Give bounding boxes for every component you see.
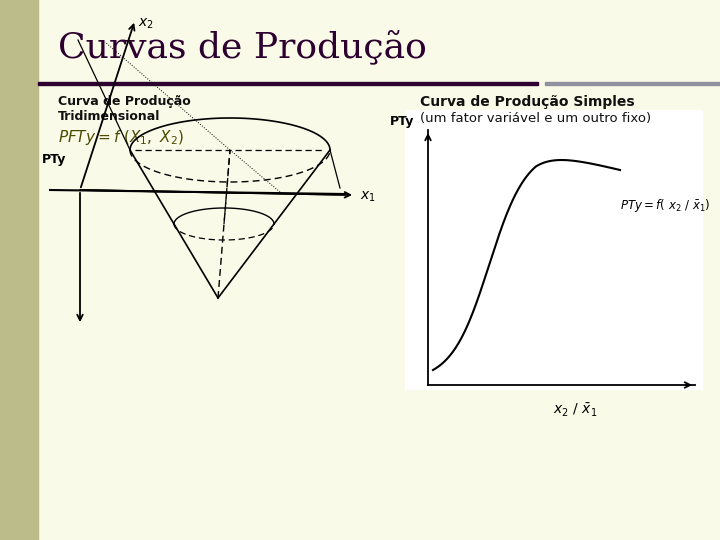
Text: $x_2$: $x_2$ [138,17,154,31]
Text: Tridimensional: Tridimensional [58,110,161,123]
Bar [545,82,720,85]
Text: PTy: PTy [42,153,66,166]
Text: PTy: PTy [390,115,414,128]
Text: Curvas de Produção: Curvas de Produção [58,30,427,65]
Text: $\it{PFTy = f\ (X_1,\ X_2)}$: $\it{PFTy = f\ (X_1,\ X_2)}$ [58,128,184,147]
Text: Curva de Produção: Curva de Produção [58,95,191,108]
Text: Curva de Produção Simples: Curva de Produção Simples [420,95,634,109]
Text: (um fator variável e um outro fixo): (um fator variável e um outro fixo) [420,112,651,125]
Text: $PTy = f(\ x_2\ /\ \bar{x}_1)$: $PTy = f(\ x_2\ /\ \bar{x}_1)$ [620,197,711,213]
Bar [0,0,38,540]
Text: $x_2\ /\ \bar{x}_1$: $x_2\ /\ \bar{x}_1$ [553,402,597,419]
Bar [38,82,538,85]
Bar [405,110,703,390]
Text: $x_1$: $x_1$ [360,190,376,204]
